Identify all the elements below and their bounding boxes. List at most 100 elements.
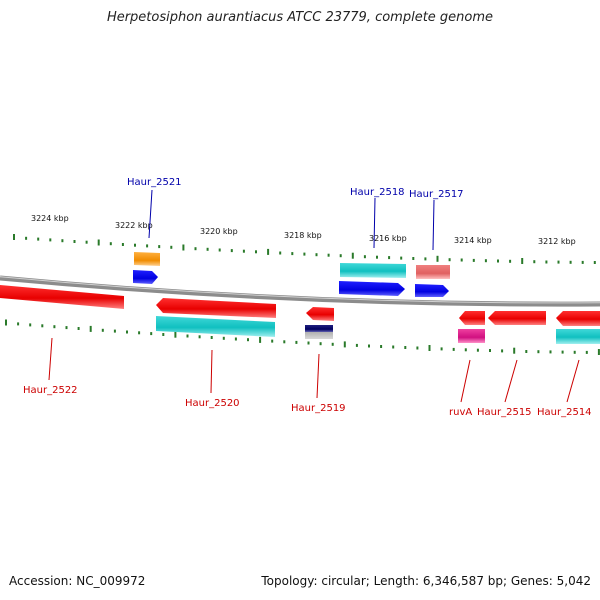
gene-orange-2521-region[interactable] [134, 252, 160, 266]
outer-minor-tick [109, 242, 112, 246]
outer-major-tick [521, 258, 524, 264]
inner-minor-tick [210, 336, 213, 339]
gene-haur-2522[interactable] [0, 285, 124, 309]
outer-minor-tick [327, 253, 330, 257]
accession-text: Accession: NC_009972 [9, 574, 146, 588]
inner-minor-tick [537, 350, 540, 354]
outer-minor-tick [593, 261, 596, 264]
outer-minor-tick [242, 249, 245, 253]
genome-backbone [0, 275, 600, 307]
outer-minor-tick [206, 247, 209, 251]
outer-minor-tick [460, 258, 463, 262]
outer-minor-tick [61, 239, 64, 243]
outer-minor-tick [400, 256, 403, 260]
gene-cyan-2514-region[interactable] [556, 329, 600, 344]
inner-minor-tick [476, 348, 479, 352]
inner-minor-tick [404, 346, 407, 349]
inner-minor-tick [77, 327, 80, 330]
inner-minor-tick [307, 341, 310, 345]
outer-minor-tick [509, 259, 512, 263]
outer-minor-tick [146, 244, 149, 248]
leader-haur-2522 [48, 337, 53, 381]
inner-minor-tick [525, 350, 528, 353]
gene-haur-2517[interactable] [415, 284, 449, 297]
label-haur-2522[interactable]: Haur_2522 [23, 385, 78, 396]
outer-minor-tick [170, 245, 173, 249]
inner-minor-tick [561, 350, 564, 354]
gene-ruva[interactable] [459, 311, 485, 325]
gene-haur-2518[interactable] [339, 281, 405, 296]
inner-minor-tick [247, 338, 249, 342]
gene-haur-2520[interactable] [156, 298, 276, 318]
outer-minor-tick [255, 250, 257, 254]
inner-minor-tick [101, 328, 104, 332]
scale-label-3212: 3212 kbp [538, 237, 576, 246]
outer-minor-tick [363, 255, 366, 259]
inner-minor-tick [440, 347, 443, 351]
inner-minor-tick [489, 349, 491, 352]
inner-minor-tick [573, 350, 576, 354]
outer-minor-tick [194, 247, 197, 251]
inner-major-tick [343, 341, 346, 348]
outer-minor-tick [279, 251, 282, 255]
gene-cyan-2518-region[interactable] [340, 263, 406, 278]
outer-minor-tick [49, 238, 52, 242]
scale-label-3222: 3222 kbp [115, 221, 153, 230]
inner-minor-tick [380, 345, 383, 348]
genome-backbone-highlight [0, 276, 600, 304]
label-ruva[interactable]: ruvA [449, 407, 472, 418]
outer-minor-tick [230, 249, 233, 253]
scale-label-3220: 3220 kbp [200, 227, 238, 236]
inner-minor-tick [368, 344, 370, 348]
inner-major-tick [259, 336, 262, 343]
outer-major-tick [13, 234, 15, 240]
inner-minor-tick [331, 342, 334, 346]
leader-haur-2517 [432, 199, 435, 251]
gene-gray-2519-region[interactable] [305, 332, 333, 339]
outer-minor-tick [37, 237, 40, 241]
inner-minor-tick [283, 340, 286, 344]
outer-minor-tick [388, 256, 391, 260]
inner-major-tick [174, 331, 177, 338]
outer-minor-tick [484, 259, 487, 263]
outer-minor-tick [291, 252, 294, 256]
leader-haur-2520 [210, 349, 213, 394]
inner-major-tick [513, 347, 516, 354]
map-title: Herpetosiphon aurantiacus ATCC 23779, co… [106, 10, 494, 25]
inner-minor-tick [392, 345, 395, 349]
outer-minor-tick [533, 260, 536, 264]
outer-minor-tick [303, 252, 306, 256]
gene-cyan-2520-region[interactable] [156, 316, 275, 337]
gene-haur-2515[interactable] [488, 311, 546, 325]
inner-major-tick [428, 345, 431, 351]
outer-minor-tick [158, 245, 161, 249]
outer-major-tick [351, 252, 354, 259]
outer-minor-tick [315, 253, 318, 257]
inner-major-tick [5, 319, 7, 326]
label-haur-2520[interactable]: Haur_2520 [185, 398, 240, 409]
outer-minor-tick [73, 240, 76, 243]
outer-minor-tick [121, 243, 124, 246]
outer-minor-tick [581, 260, 584, 264]
outer-major-tick [436, 255, 439, 262]
outer-major-tick [267, 248, 270, 255]
leader-haur-2518 [373, 197, 376, 249]
gene-haur-2514[interactable] [556, 311, 600, 326]
outer-minor-tick [557, 260, 560, 264]
gene-magenta-ruva-region[interactable] [458, 329, 485, 343]
label-haur-2518[interactable]: Haur_2518 [350, 187, 405, 198]
gene-navy-2519-region[interactable] [305, 325, 333, 332]
label-haur-2515[interactable]: Haur_2515 [477, 407, 532, 418]
label-haur-2517[interactable]: Haur_2517 [409, 189, 464, 200]
outer-minor-tick [218, 248, 221, 252]
label-haur-2521[interactable]: Haur_2521 [127, 177, 182, 188]
gene-haur-2519[interactable] [306, 307, 334, 321]
inner-minor-tick [138, 331, 141, 335]
label-haur-2519[interactable]: Haur_2519 [291, 403, 346, 414]
leader-haur-2519 [316, 353, 320, 399]
label-haur-2514[interactable]: Haur_2514 [537, 407, 592, 418]
inner-minor-tick [355, 343, 358, 347]
gene-haur-2521[interactable] [133, 270, 158, 284]
gene-salmon-2517-region[interactable] [416, 265, 450, 279]
